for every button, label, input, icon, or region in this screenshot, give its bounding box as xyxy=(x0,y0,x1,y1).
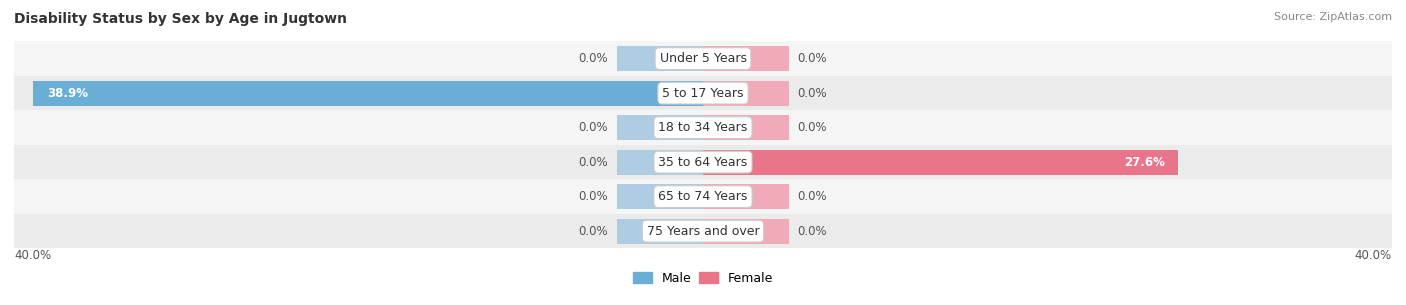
Legend: Male, Female: Male, Female xyxy=(628,267,778,290)
Bar xyxy=(703,81,789,106)
Text: 0.0%: 0.0% xyxy=(579,156,609,169)
Text: 0.0%: 0.0% xyxy=(797,190,827,203)
Text: 40.0%: 40.0% xyxy=(14,249,51,262)
Text: 5 to 17 Years: 5 to 17 Years xyxy=(662,87,744,100)
Bar xyxy=(703,219,789,244)
Bar xyxy=(703,150,1178,174)
Bar xyxy=(14,179,1392,214)
Text: 18 to 34 Years: 18 to 34 Years xyxy=(658,121,748,134)
Bar xyxy=(14,76,1392,110)
Bar xyxy=(703,184,789,209)
Text: 65 to 74 Years: 65 to 74 Years xyxy=(658,190,748,203)
Text: 27.6%: 27.6% xyxy=(1123,156,1164,169)
Text: 0.0%: 0.0% xyxy=(579,224,609,238)
Text: 0.0%: 0.0% xyxy=(797,87,827,100)
Text: 40.0%: 40.0% xyxy=(1355,249,1392,262)
Bar xyxy=(617,150,703,174)
Bar xyxy=(14,41,1392,76)
Bar xyxy=(617,46,703,71)
Text: 0.0%: 0.0% xyxy=(579,52,609,65)
Text: 0.0%: 0.0% xyxy=(579,190,609,203)
Text: 0.0%: 0.0% xyxy=(579,121,609,134)
Bar xyxy=(703,46,789,71)
Bar xyxy=(14,214,1392,248)
Text: 75 Years and over: 75 Years and over xyxy=(647,224,759,238)
Bar xyxy=(14,145,1392,179)
Text: 0.0%: 0.0% xyxy=(797,224,827,238)
Text: 35 to 64 Years: 35 to 64 Years xyxy=(658,156,748,169)
Text: Source: ZipAtlas.com: Source: ZipAtlas.com xyxy=(1274,12,1392,22)
Bar xyxy=(14,110,1392,145)
Text: Under 5 Years: Under 5 Years xyxy=(659,52,747,65)
Bar xyxy=(617,115,703,140)
Bar xyxy=(617,219,703,244)
Text: 38.9%: 38.9% xyxy=(46,87,87,100)
Text: Disability Status by Sex by Age in Jugtown: Disability Status by Sex by Age in Jugto… xyxy=(14,12,347,26)
Text: 0.0%: 0.0% xyxy=(797,121,827,134)
Text: 0.0%: 0.0% xyxy=(797,52,827,65)
Bar xyxy=(617,184,703,209)
Bar xyxy=(32,81,703,106)
Bar xyxy=(703,115,789,140)
